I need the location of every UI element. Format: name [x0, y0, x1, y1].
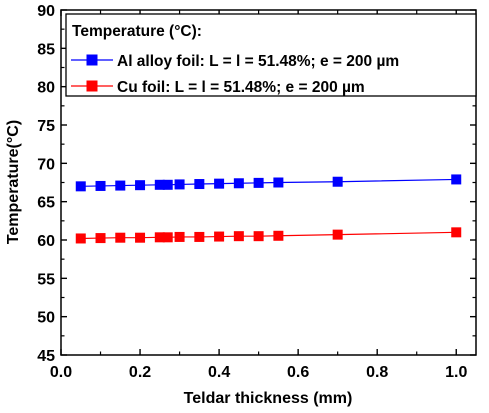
legend-item: Al alloy foil: L = l = 51.48%; e = 200 µ… [71, 53, 399, 70]
data-point [115, 232, 126, 243]
series-2 [75, 227, 462, 244]
data-point [253, 177, 264, 188]
data-point [273, 230, 284, 241]
legend-marker [86, 80, 98, 92]
legend-label: Cu foil: L = l = 51.48%; e = 200 µm [117, 79, 365, 96]
x-tick-label: 0.0 [50, 364, 72, 381]
y-tick-label: 75 [37, 118, 55, 135]
series-1 [75, 174, 462, 192]
legend-marker [86, 54, 98, 66]
y-tick-label: 55 [37, 271, 55, 288]
data-point [162, 179, 173, 190]
x-tick-label: 0.6 [287, 364, 309, 381]
data-point [233, 178, 244, 189]
x-tick-label: 0.8 [366, 364, 388, 381]
y-tick-label: 85 [37, 41, 55, 58]
data-point [75, 181, 86, 192]
y-tick-label: 70 [37, 156, 55, 173]
data-point [174, 179, 185, 190]
legend-box [65, 13, 477, 97]
data-point [214, 231, 225, 242]
x-tick-label: 1.0 [445, 364, 467, 381]
x-tick-label: 0.4 [208, 364, 230, 381]
data-point [162, 232, 173, 243]
data-point [95, 233, 106, 244]
data-point [253, 231, 264, 242]
data-point [75, 233, 86, 244]
legend-items: Al alloy foil: L = l = 51.48%; e = 200 µ… [71, 53, 399, 96]
data-point [332, 229, 343, 240]
y-tick-label: 60 [37, 233, 55, 250]
data-point [95, 180, 106, 191]
data-point [135, 180, 146, 191]
x-axis-label: Teldar thickness (mm) [184, 390, 353, 407]
data-point [135, 232, 146, 243]
y-tick-label: 45 [37, 348, 55, 365]
data-point [194, 231, 205, 242]
y-tick-label: 50 [37, 310, 55, 327]
legend-item: Cu foil: L = l = 51.48%; e = 200 µm [71, 79, 365, 96]
data-point [233, 231, 244, 242]
y-axis-label: Temperature(°C) [5, 120, 22, 244]
data-point [451, 227, 462, 238]
data-point [214, 178, 225, 189]
data-point [154, 232, 165, 243]
data-point [273, 177, 284, 188]
legend: Temperature (°C): Al alloy foil: L = l =… [65, 13, 477, 97]
y-tick-label: 80 [37, 80, 55, 97]
data-point [115, 180, 126, 191]
data-point [194, 179, 205, 190]
series-layer [75, 174, 462, 244]
data-point [154, 179, 165, 190]
legend-label: Al alloy foil: L = l = 51.48%; e = 200 µ… [117, 53, 399, 70]
data-point [451, 174, 462, 185]
y-tick-label: 90 [37, 3, 55, 20]
data-point [332, 176, 343, 187]
data-point [174, 231, 185, 242]
y-tick-label: 65 [37, 195, 55, 212]
legend-title: Temperature (°C): [72, 23, 202, 40]
x-tick-label: 0.2 [129, 364, 151, 381]
axis-ticks: 0.0 0.2 0.4 0.6 0.8 1.0 45 50 55 60 65 70 75 80 85 90 [37, 3, 476, 381]
